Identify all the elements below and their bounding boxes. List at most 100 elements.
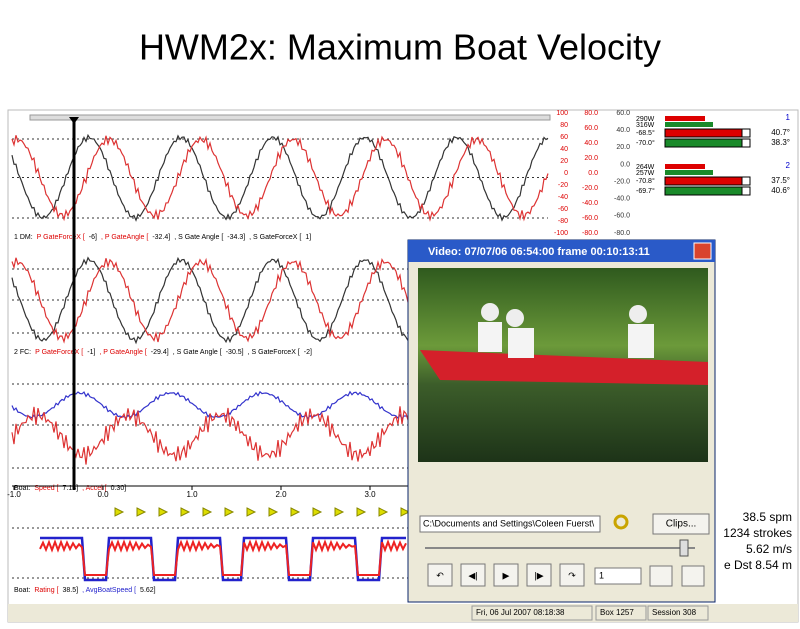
crew-number: 2 [786, 161, 791, 170]
stat: 5.62 m/s [746, 542, 792, 556]
control-icon: |▶ [534, 570, 543, 580]
scrollbar[interactable] [29, 114, 551, 121]
angle-right: 40.6° [771, 186, 790, 195]
power-label: 290W [636, 116, 655, 123]
status-bar [8, 604, 798, 622]
control-icon: ↷ [568, 570, 576, 580]
panel-field: , S GateForceX [ [248, 349, 300, 356]
scale-label: -60.0 [614, 213, 630, 220]
boat [420, 350, 708, 385]
control-button[interactable] [460, 563, 486, 587]
scale-label: -80.0 [614, 230, 630, 237]
scale-label: -40.0 [614, 196, 630, 203]
angle-right: 37.5° [771, 176, 790, 185]
angle-left: -69.7° [636, 187, 655, 195]
power-bar [665, 122, 713, 127]
angle-end [741, 138, 751, 148]
title-bar [408, 240, 715, 262]
panel-legend: 2 FC: P GateForceX [-1] , P GateAngle [-29… [14, 349, 312, 356]
panel-field: P GateForceX [ [35, 349, 83, 356]
rating-label: Boat: [14, 587, 30, 594]
stroke-marker [378, 507, 389, 517]
angle-right: 40.7° [771, 128, 790, 137]
scale-label: 80.0 [584, 110, 598, 117]
scale-label: 20.0 [584, 155, 598, 162]
speed-select[interactable] [594, 567, 642, 585]
control-icon: ◀| [468, 570, 477, 580]
power-label: 316W [636, 122, 655, 129]
seek-slider[interactable] [679, 539, 689, 557]
stroke-marker [334, 507, 345, 517]
x-tick-label: 3.0 [364, 490, 376, 499]
panel-legend: Boat: Speed [7.13], Accel [0.30] [14, 485, 126, 492]
stroke-marker [202, 507, 213, 517]
control-button[interactable] [526, 563, 552, 587]
angle-right: 38.3° [771, 138, 790, 147]
panel-field: , S Gate Angle [ [173, 349, 222, 356]
cursor-head[interactable] [69, 117, 79, 124]
rating-field: 5.62] [140, 587, 156, 594]
tool-button[interactable] [649, 565, 673, 587]
tool-button[interactable] [681, 565, 705, 587]
scale-label: -100 [554, 230, 568, 237]
scale-label: 20 [560, 158, 568, 165]
rating-field: Rating [ [34, 587, 58, 594]
panel-field: Speed [ [34, 485, 58, 492]
scale-label: -20.0 [614, 178, 630, 185]
scale-label: 80 [560, 122, 568, 129]
scale-label: 40.0 [616, 127, 630, 134]
stroke-marker [290, 507, 301, 517]
panel-legend: 1 DM: P GateForceX [-6] , P GateAngle [-32… [14, 234, 311, 241]
scale-label: -20.0 [582, 185, 598, 192]
scale-label: 0.0 [588, 170, 598, 177]
panel-field: -29.4] [151, 349, 169, 356]
x-tick-label: 0.0 [97, 490, 109, 499]
panel-field: -30.5] [226, 349, 244, 356]
speed-trace [39, 539, 407, 576]
power-bar [665, 170, 713, 175]
panel-field: , P GateAngle [ [101, 234, 148, 241]
rating-legend: Boat: Rating [38.5] , AvgBoatSpeed [5.62] [14, 587, 156, 594]
video-title: Video: 07/07/06 06:54:00 frame 00:10:13:… [428, 246, 650, 258]
stroke-marker [312, 507, 323, 517]
clips-button[interactable] [652, 513, 710, 535]
status-cell [471, 605, 593, 621]
scale-label: -60.0 [582, 215, 598, 222]
panel-field: , P GateAngle [ [99, 349, 146, 356]
angle-end [741, 176, 751, 186]
angle-end [741, 128, 751, 138]
stat: e Dst 8.54 m [724, 558, 792, 572]
panel-field: , Accel [ [82, 485, 107, 492]
panel-label: Boat: [14, 485, 30, 492]
angle-left: -70.8° [636, 177, 655, 185]
status-text: Fri, 06 Jul 2007 08:18:38 [476, 608, 565, 617]
path-dropdown[interactable] [419, 515, 601, 533]
control-button[interactable] [559, 563, 585, 587]
trace [11, 135, 549, 222]
rating-trace [40, 536, 406, 582]
scale-label: -60 [558, 206, 568, 213]
panel-field: 1] [305, 234, 311, 241]
x-tick-label: 1.0 [186, 490, 198, 499]
stroke-marker [400, 507, 411, 517]
stroke-marker [268, 507, 279, 517]
video-window: Video: 07/07/06 06:54:00 frame 00:10:13:… [407, 239, 716, 603]
slide-title: HWM2x: Maximum Boat Velocity [139, 27, 661, 68]
scale-label: 60.0 [616, 110, 630, 117]
panel-field: -6] [89, 234, 97, 241]
control-button[interactable] [427, 563, 453, 587]
scale-label: 60.0 [584, 125, 598, 132]
stroke-marker [180, 507, 191, 517]
panel-field: -2] [304, 349, 312, 356]
status-text: Session 308 [652, 608, 697, 617]
rating-field: 38.5] [62, 587, 78, 594]
control-icon: ▶ [503, 570, 510, 580]
close-button[interactable] [693, 242, 712, 260]
angle-bar [664, 138, 751, 148]
scale-label: -20 [558, 182, 568, 189]
control-button[interactable] [493, 563, 519, 587]
panel-field: , S Gate Angle [ [174, 234, 223, 241]
panel-field: , S GateForceX [ [249, 234, 301, 241]
stroke-marker [158, 507, 169, 517]
